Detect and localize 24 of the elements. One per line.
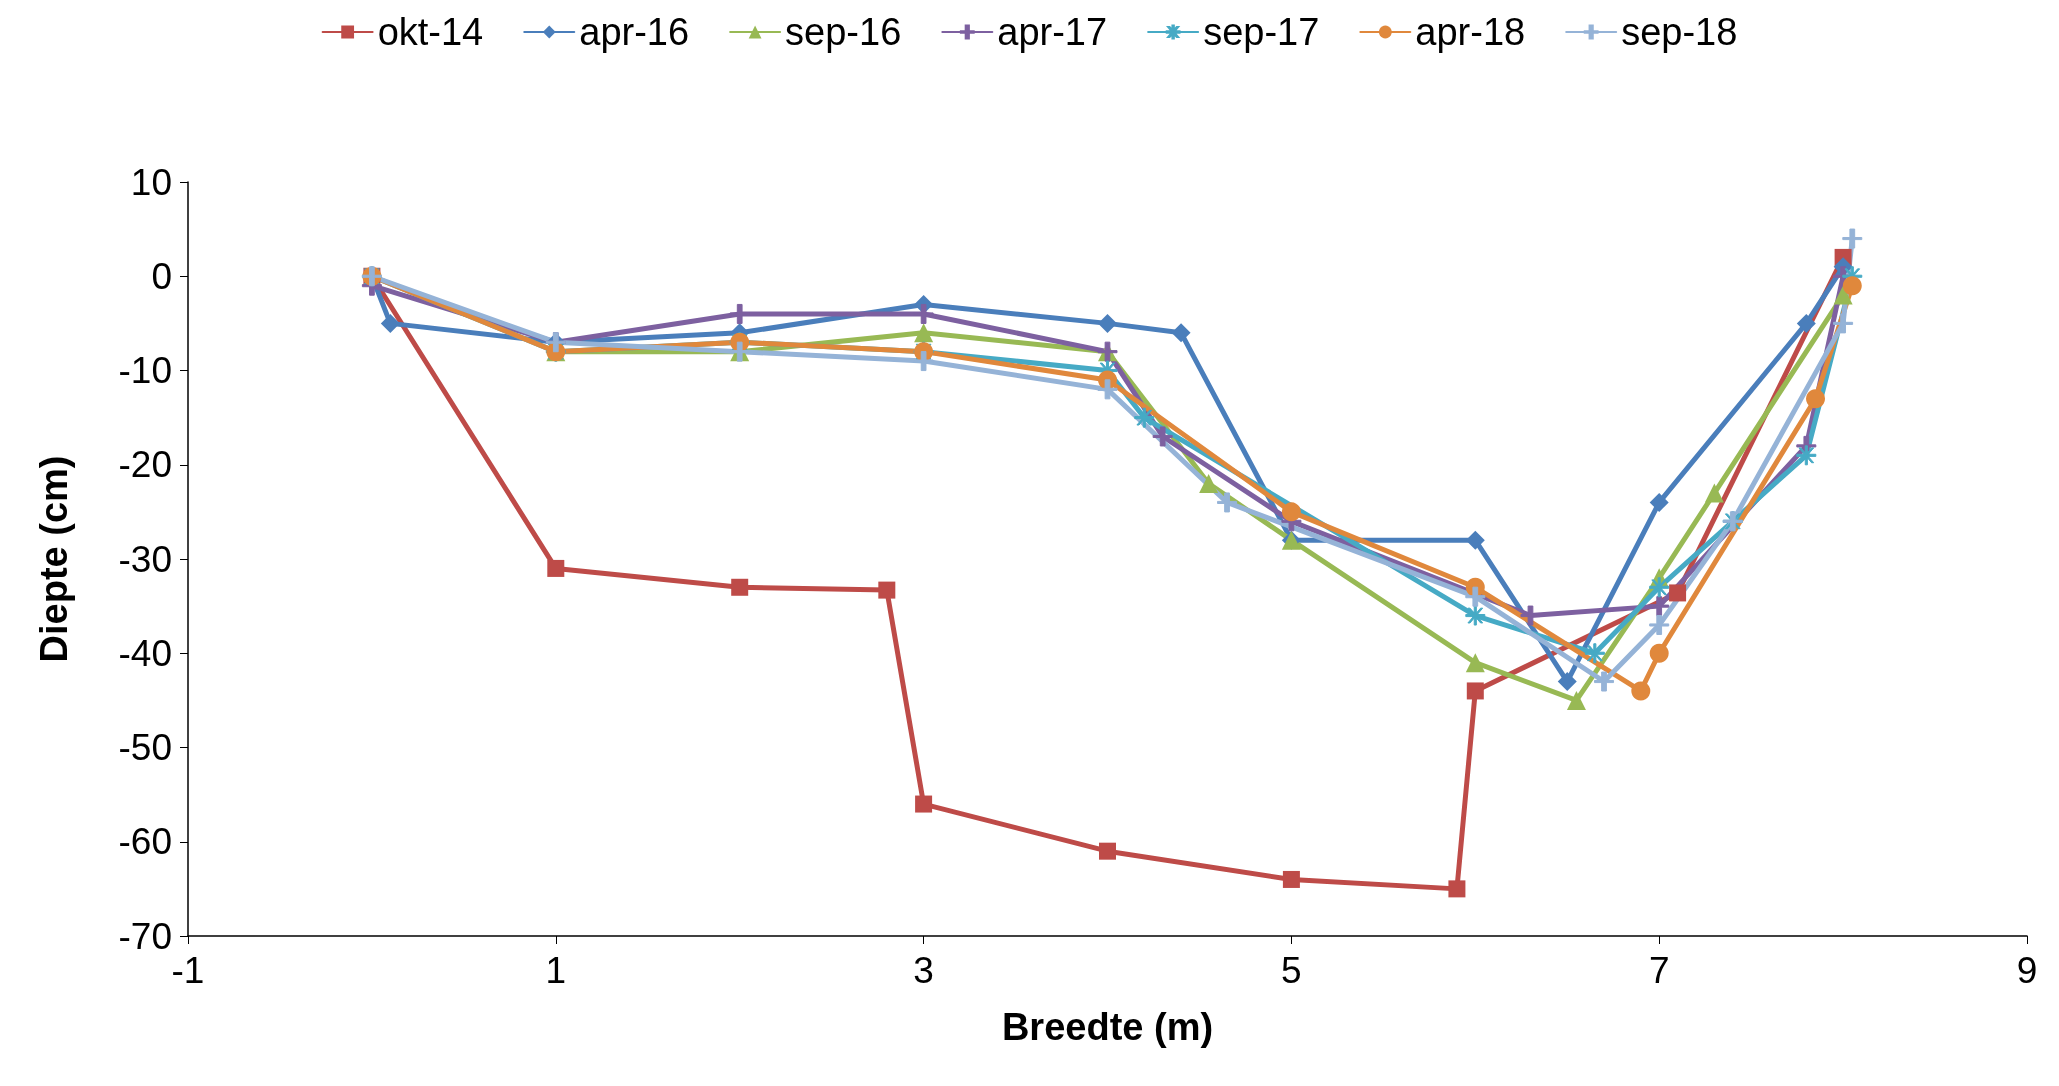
y-tick-label: -50 xyxy=(118,727,172,768)
legend-label: sep-16 xyxy=(785,11,902,53)
legend-label: okt-14 xyxy=(377,11,484,53)
x-tick-label: 9 xyxy=(2016,950,2038,991)
x-axis-title: Breedte (m) xyxy=(1001,1006,1214,1048)
y-tick-label: 0 xyxy=(151,255,172,297)
legend-label: sep-17 xyxy=(1203,11,1320,53)
legend-label: apr-17 xyxy=(997,11,1108,53)
y-tick-label: -40 xyxy=(118,632,172,674)
x-tick-label: 1 xyxy=(545,950,567,991)
y-tick-label: 10 xyxy=(130,161,172,203)
x-tick-label: 3 xyxy=(913,950,934,991)
x-tick-label: 7 xyxy=(1648,950,1670,991)
legend-label: apr-18 xyxy=(1415,11,1526,53)
y-tick-label: -10 xyxy=(118,350,172,391)
y-tick-label: -30 xyxy=(118,538,172,580)
y-tick-label: -20 xyxy=(118,444,172,486)
y-tick-label: -60 xyxy=(118,821,172,863)
y-tick-label: -70 xyxy=(118,915,172,957)
x-tick-label: 5 xyxy=(1281,950,1302,991)
legend-label: apr-16 xyxy=(579,11,690,53)
x-tick-label: -1 xyxy=(171,950,205,991)
legend-label: sep-18 xyxy=(1621,11,1738,53)
y-axis-title: Diepte (cm) xyxy=(33,455,75,663)
